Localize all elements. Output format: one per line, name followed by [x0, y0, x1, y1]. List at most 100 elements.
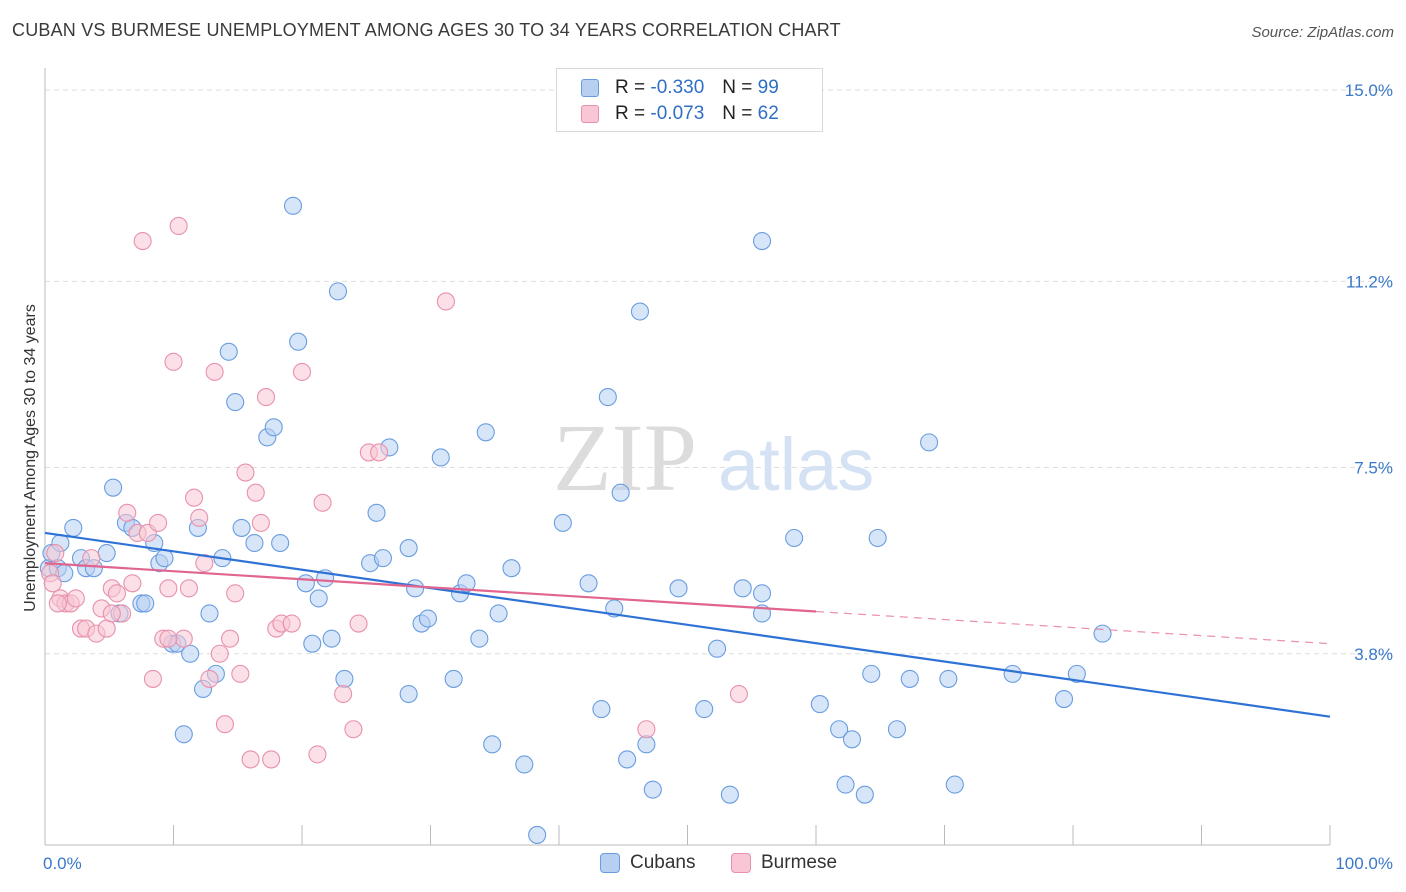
legend-n-value-cubans: 99 — [757, 77, 779, 98]
point-cubans-73 — [643, 780, 662, 799]
series-swatch-cubans — [600, 853, 620, 873]
point-burmese-36 — [226, 584, 245, 603]
point-cubans-97 — [1067, 664, 1086, 683]
point-cubans-57 — [470, 629, 489, 648]
point-cubans-34 — [271, 533, 290, 553]
point-burmese-31 — [200, 669, 219, 688]
point-cubans-9 — [97, 544, 116, 563]
point-cubans-10 — [104, 478, 123, 497]
point-cubans-18 — [155, 549, 174, 568]
legend-row-burmese: R = -0.073 N = 62 — [581, 103, 779, 125]
point-cubans-15 — [136, 594, 155, 613]
point-cubans-39 — [309, 589, 328, 608]
series-legend: Cubans Burmese — [0, 852, 1406, 876]
point-cubans-59 — [483, 735, 502, 754]
point-cubans-72 — [637, 735, 656, 754]
legend-r-value-burmese: -0.073 — [650, 103, 705, 124]
watermark-atlas: atlas — [718, 423, 874, 506]
point-cubans-53 — [431, 448, 450, 467]
series-legend-burmese[interactable]: Burmese — [731, 852, 837, 874]
y-tick-label-0: 3.8% — [1354, 645, 1393, 664]
point-burmese-47 — [292, 362, 312, 381]
point-cubans-60 — [489, 604, 508, 623]
point-burmese-27 — [179, 579, 198, 598]
point-cubans-62 — [515, 755, 534, 774]
source-label: Source: ZipAtlas.com — [1251, 24, 1394, 41]
point-burmese-42 — [256, 388, 276, 407]
trend-line-burmese-extension — [815, 610, 1331, 645]
point-cubans-83 — [810, 695, 829, 714]
point-burmese-34 — [215, 715, 234, 734]
legend-r-label: R = — [615, 103, 646, 124]
point-cubans-30 — [232, 518, 251, 537]
point-cubans-45 — [367, 503, 386, 522]
point-burmese-35 — [220, 629, 240, 648]
point-cubans-81 — [752, 232, 772, 251]
point-cubans-69 — [611, 483, 630, 502]
point-burmese-56 — [637, 720, 656, 739]
point-burmese-55 — [436, 292, 455, 311]
point-cubans-98 — [1093, 624, 1112, 643]
point-cubans-87 — [855, 785, 874, 804]
point-cubans-84 — [830, 720, 849, 739]
point-cubans-58 — [476, 423, 495, 442]
data-points — [39, 196, 1112, 844]
point-burmese-8 — [82, 549, 101, 568]
point-burmese-50 — [334, 684, 353, 704]
trend-lines — [44, 531, 1331, 718]
watermark: ZIP atlas — [553, 404, 874, 511]
tick-labels: 3.8% 7.5% 11.2% 15.0% 0.0% 100.0% — [43, 81, 1393, 873]
point-burmese-48 — [308, 745, 327, 764]
point-cubans-94 — [945, 775, 964, 794]
point-cubans-92 — [920, 433, 939, 452]
point-cubans-74 — [669, 579, 688, 598]
x-tick-label-min: 0.0% — [43, 854, 82, 873]
point-burmese-26 — [174, 629, 193, 648]
point-burmese-24 — [164, 352, 183, 371]
point-burmese-20 — [143, 669, 162, 688]
legend-swatch-burmese — [581, 105, 599, 123]
series-legend-cubans[interactable]: Cubans — [600, 852, 696, 874]
point-cubans-52 — [418, 609, 437, 628]
legend-swatch-cubans — [581, 79, 599, 97]
correlation-legend: R = -0.330 N = 99 R = -0.073 N = 62 — [556, 68, 823, 132]
point-cubans-54 — [444, 669, 463, 688]
point-cubans-70 — [618, 750, 637, 769]
point-cubans-36 — [289, 332, 308, 351]
point-burmese-13 — [107, 584, 127, 603]
point-burmese-51 — [344, 720, 363, 739]
legend-r-value-cubans: -0.330 — [650, 77, 705, 98]
point-cubans-90 — [887, 720, 907, 739]
point-burmese-43 — [262, 750, 281, 769]
point-cubans-49 — [406, 579, 425, 598]
point-burmese-39 — [241, 750, 260, 769]
axes: Unemployment Among Ages 30 to 34 years — [22, 68, 1331, 846]
point-cubans-79 — [752, 584, 772, 603]
point-burmese-61 — [159, 629, 178, 648]
point-burmese-41 — [251, 513, 270, 532]
legend-row-cubans: R = -0.330 N = 99 — [581, 77, 779, 99]
series-label-cubans: Cubans — [630, 852, 696, 873]
point-burmese-1 — [46, 544, 65, 563]
point-cubans-63 — [528, 825, 547, 844]
point-cubans-64 — [553, 513, 572, 532]
point-cubans-67 — [598, 388, 617, 407]
point-cubans-82 — [785, 528, 804, 548]
point-cubans-96 — [1054, 689, 1074, 709]
point-burmese-16 — [123, 574, 142, 593]
point-cubans-85 — [836, 775, 855, 794]
point-burmese-59 — [48, 594, 67, 613]
series-swatch-burmese — [731, 853, 751, 873]
point-burmese-32 — [205, 362, 224, 381]
point-cubans-41 — [322, 629, 341, 648]
point-burmese-60 — [102, 604, 121, 623]
legend-n-value-burmese: 62 — [757, 103, 779, 124]
point-burmese-5 — [66, 589, 85, 608]
point-burmese-28 — [185, 488, 204, 507]
y-tick-label-1: 7.5% — [1354, 459, 1393, 478]
point-cubans-22 — [181, 644, 200, 663]
point-cubans-28 — [219, 342, 238, 361]
point-burmese-49 — [313, 493, 332, 512]
trend-line-cubans — [44, 531, 1331, 718]
